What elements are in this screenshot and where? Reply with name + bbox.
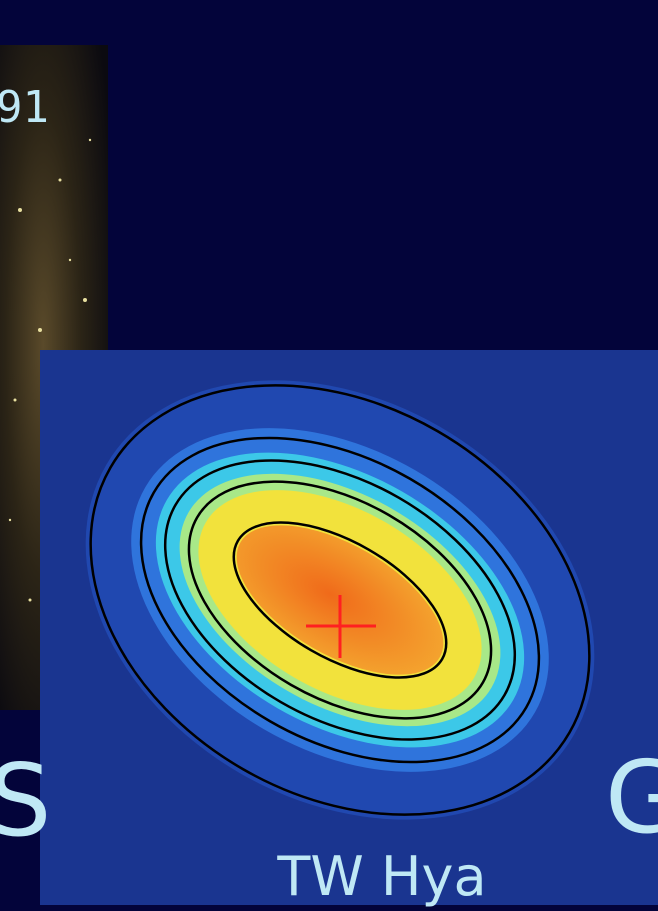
slide-label: 91 bbox=[0, 82, 49, 133]
slide-label: S bbox=[0, 742, 51, 859]
image-caption: TW Hya bbox=[276, 845, 486, 908]
stars bbox=[8, 138, 92, 602]
slide-label: G bbox=[605, 739, 658, 856]
source-marker bbox=[306, 595, 376, 658]
